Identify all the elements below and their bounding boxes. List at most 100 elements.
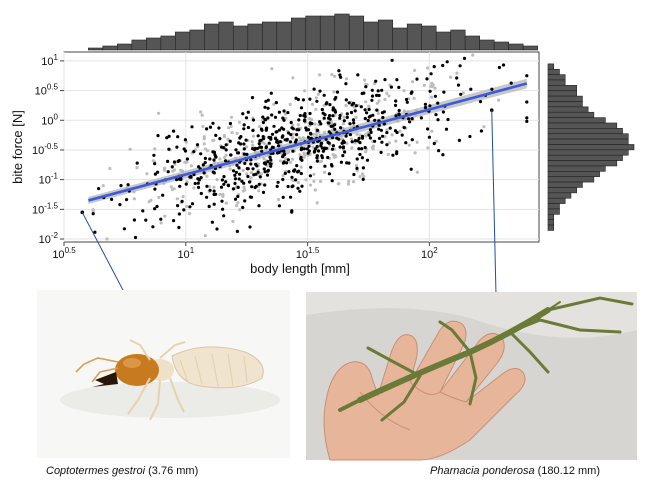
- observed-point: [525, 116, 529, 120]
- observed-point: [323, 164, 327, 168]
- observed-point: [215, 227, 219, 231]
- simulated-point: [430, 81, 434, 85]
- observed-point: [283, 171, 287, 175]
- top-histogram-bar: [363, 21, 379, 51]
- observed-point: [203, 156, 207, 160]
- observed-point: [211, 170, 215, 174]
- observed-point: [270, 113, 274, 117]
- observed-point: [251, 147, 255, 151]
- observed-point: [341, 146, 345, 150]
- observed-point: [205, 127, 209, 131]
- observed-point: [363, 108, 367, 112]
- observed-point: [224, 159, 228, 163]
- observed-point: [255, 164, 259, 168]
- simulated-point: [172, 168, 177, 172]
- observed-point: [361, 166, 365, 170]
- simulated-point: [355, 169, 359, 173]
- simulated-point: [331, 153, 335, 157]
- observed-point: [118, 203, 122, 207]
- right-histogram-bar: [547, 219, 555, 226]
- observed-point: [141, 209, 145, 213]
- observed-point: [289, 133, 293, 137]
- right-histogram-bar: [547, 133, 629, 140]
- top-histogram-bar: [117, 43, 133, 51]
- observed-point: [427, 135, 431, 139]
- observed-point: [390, 58, 394, 62]
- observed-point: [289, 120, 293, 125]
- simulated-point: [201, 124, 205, 129]
- termite-body-illustration: [75, 339, 264, 421]
- simulated-point: [288, 160, 293, 165]
- observed-point: [212, 189, 216, 193]
- observed-point: [268, 155, 272, 159]
- right-histogram-bar: [547, 149, 629, 156]
- observed-point: [497, 65, 501, 70]
- observed-point: [263, 105, 267, 109]
- right-histogram-bar: [547, 187, 577, 194]
- simulated-point: [364, 133, 368, 137]
- simulated-point: [345, 77, 349, 81]
- simulated-point: [313, 122, 317, 126]
- observed-point: [278, 140, 282, 144]
- observed-point: [224, 148, 228, 152]
- observed-point: [360, 136, 365, 140]
- observed-point: [167, 147, 171, 151]
- simulated-point: [354, 115, 358, 119]
- simulated-point: [322, 170, 327, 174]
- observed-point: [237, 166, 241, 170]
- observed-point: [525, 74, 529, 78]
- simulated-point: [358, 133, 362, 137]
- simulated-point: [426, 66, 430, 70]
- simulated-point: [235, 204, 239, 208]
- observed-point: [155, 204, 159, 209]
- y-axis-ticks: 101 100.5 100 10-0.5 10-1 10-1.5 10-2: [32, 53, 64, 246]
- observed-point: [166, 170, 170, 174]
- observed-point: [525, 119, 529, 123]
- observed-point: [333, 123, 337, 127]
- observed-point: [423, 102, 427, 106]
- observed-point: [423, 105, 428, 110]
- observed-point: [459, 92, 463, 96]
- simulated-point: [108, 166, 112, 171]
- simulated-point: [318, 179, 323, 183]
- observed-point: [220, 178, 224, 182]
- observed-point: [397, 113, 401, 117]
- observed-point: [348, 133, 352, 137]
- observed-point: [309, 165, 313, 169]
- simulated-point: [218, 157, 222, 161]
- observed-point: [319, 142, 323, 146]
- observed-point: [193, 181, 197, 186]
- observed-point: [201, 163, 205, 167]
- simulated-point: [291, 123, 295, 127]
- observed-point: [281, 195, 285, 199]
- observed-point: [327, 172, 331, 176]
- simulated-point: [310, 102, 315, 106]
- top-histogram-bar: [464, 35, 480, 51]
- observed-point: [509, 81, 513, 85]
- right-histogram-bar: [547, 165, 606, 172]
- simulated-point: [413, 151, 417, 155]
- observed-point: [349, 110, 354, 115]
- observed-point: [352, 101, 356, 105]
- simulated-point: [318, 73, 322, 77]
- simulated-point: [162, 168, 167, 172]
- simulated-point: [333, 74, 337, 78]
- observed-point: [382, 122, 386, 126]
- simulated-point: [291, 132, 295, 136]
- simulated-point: [303, 153, 307, 157]
- observed-point: [308, 121, 312, 125]
- simulated-point: [385, 91, 389, 95]
- observed-point: [393, 129, 398, 133]
- observed-point: [248, 225, 252, 229]
- top-histogram-bar: [406, 23, 423, 51]
- observed-point: [236, 151, 240, 155]
- simulated-point: [482, 125, 486, 129]
- observed-point: [342, 140, 346, 144]
- observed-point: [266, 169, 270, 173]
- y-tick-label: 10-1: [39, 172, 59, 187]
- observed-point: [220, 145, 224, 149]
- observed-point: [458, 64, 462, 68]
- observed-point: [442, 90, 446, 94]
- simulated-point: [229, 125, 233, 129]
- observed-point: [273, 115, 278, 119]
